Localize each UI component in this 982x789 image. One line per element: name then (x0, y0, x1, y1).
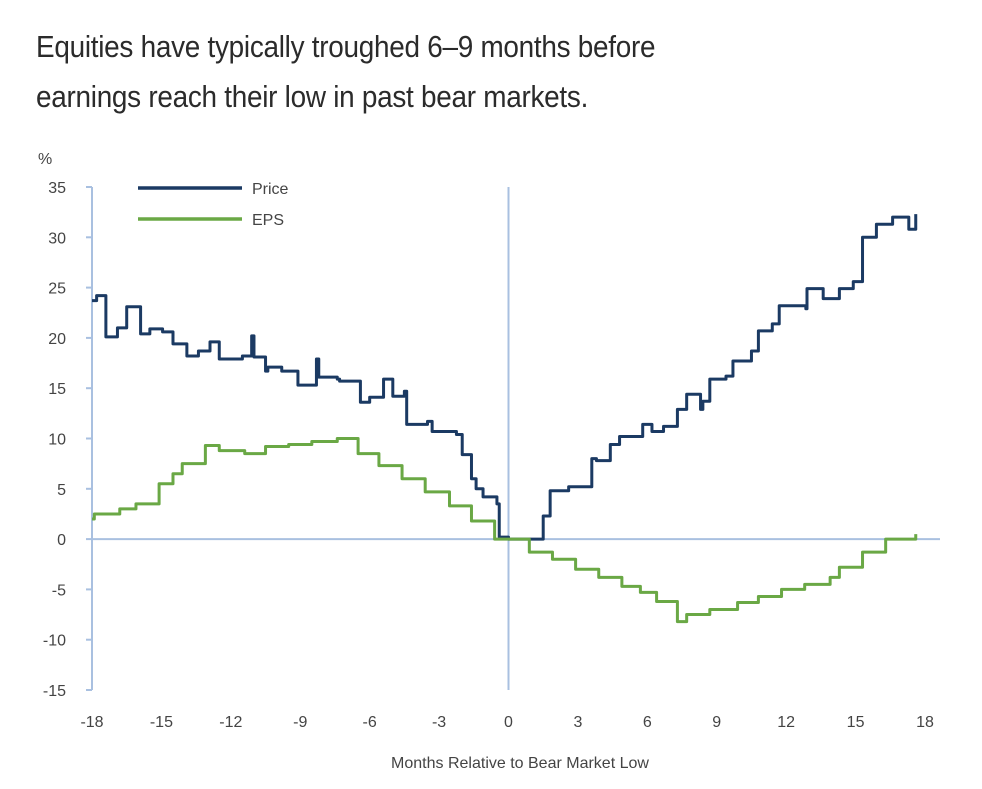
x-tick-label: 18 (916, 714, 934, 731)
x-tick-label: 15 (847, 714, 865, 731)
x-tick-label: 9 (712, 714, 721, 731)
x-axis-label: Months Relative to Bear Market Low (391, 755, 649, 772)
x-tick-label: -18 (80, 714, 103, 731)
x-tick-label: -3 (432, 714, 446, 731)
y-axis-unit-label: % (38, 151, 52, 168)
x-tick-label: 12 (777, 714, 795, 731)
y-tick-label: -10 (43, 633, 66, 650)
y-tick-label: 35 (48, 180, 66, 197)
legend-label-eps: EPS (252, 212, 284, 229)
x-tick-label: -9 (293, 714, 307, 731)
title-line-1: Equities have typically troughed 6–9 mon… (36, 29, 656, 64)
x-tick-label: 0 (504, 714, 513, 731)
y-tick-label: 30 (48, 230, 66, 247)
y-tick-label: -15 (43, 683, 66, 700)
x-tick-label: 3 (573, 714, 582, 731)
y-tick-label: 5 (57, 482, 66, 499)
legend-label-price: Price (252, 181, 289, 198)
series-line-eps (92, 437, 918, 624)
y-tick-label: 15 (48, 381, 66, 398)
y-tick-label: 20 (48, 331, 66, 348)
legend: Price EPS (138, 181, 289, 229)
title-line-2: earnings reach their low in past bear ma… (36, 79, 589, 114)
chart-title: Equities have typically troughed 6–9 mon… (36, 22, 846, 122)
x-tick-label: -12 (219, 714, 242, 731)
y-tick-label: 10 (48, 432, 66, 449)
x-tick-label: 6 (643, 714, 652, 731)
series-line-price (92, 214, 918, 541)
y-tick-label: -5 (52, 582, 66, 599)
y-tick-label: 0 (57, 532, 66, 549)
x-tick-label: -6 (363, 714, 377, 731)
x-tick-label: -15 (150, 714, 173, 731)
y-tick-label: 25 (48, 281, 66, 298)
